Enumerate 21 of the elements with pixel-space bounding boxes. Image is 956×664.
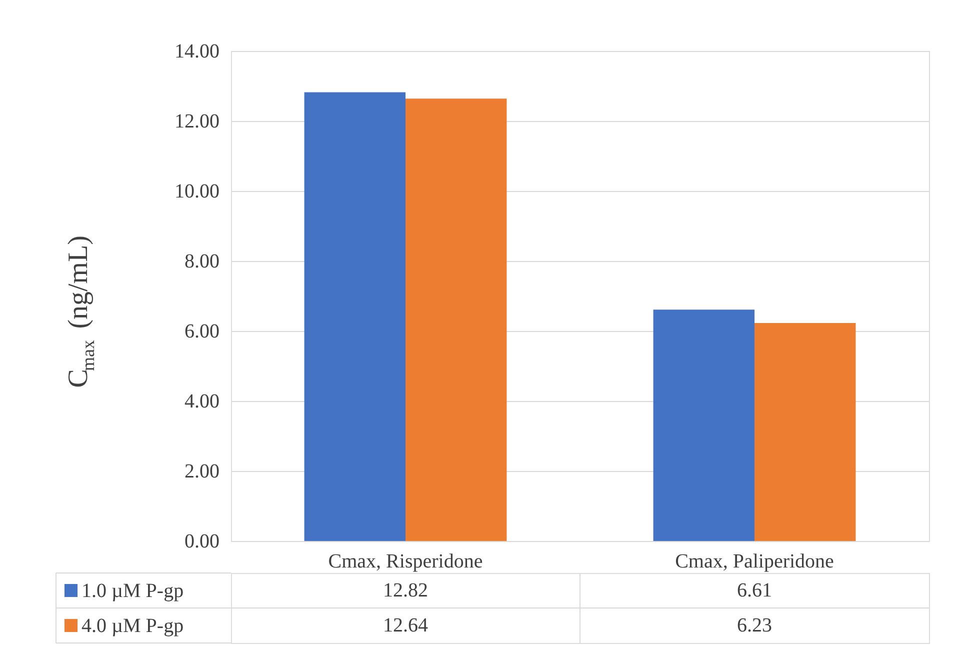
bar [754,322,856,541]
y-tick-label: 4.00 [184,390,220,412]
legend-label: 4.0 µM P-gp [82,615,184,637]
y-tick-label: 10.00 [174,180,220,202]
x-tick-label: Cmax, Paliperidone [675,550,834,572]
y-tick-label: 8.00 [184,250,220,272]
data-label: 6.23 [737,614,772,636]
x-tick-label: Cmax, Risperidone [328,550,483,572]
y-tick-label: 12.00 [174,110,220,132]
bar [653,310,754,541]
data-label: 12.82 [383,580,428,602]
bar [406,98,507,541]
y-tick-label: 6.00 [184,320,220,342]
y-tick-label: 0.00 [184,530,220,552]
legend-label: 1.0 µM P-gp [82,580,184,602]
y-tick-label: 2.00 [184,460,220,482]
data-label: 12.64 [383,614,428,636]
bar [304,92,406,541]
y-axis-title: Cmax (ng/mL) [63,235,98,388]
y-tick-label: 14.00 [174,40,220,62]
data-label: 6.61 [737,580,772,602]
